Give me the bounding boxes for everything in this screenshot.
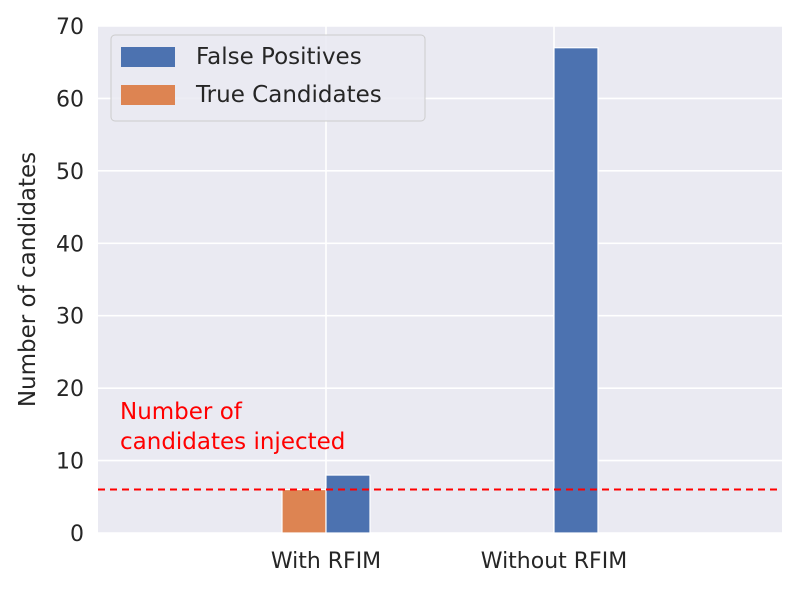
y-axis-label: Number of candidates bbox=[15, 152, 41, 407]
annotation: Number of candidates injected bbox=[120, 399, 345, 455]
y-tick-label-6: 60 bbox=[56, 87, 84, 112]
y-tick-label-4: 40 bbox=[56, 232, 84, 257]
legend-label-0: False Positives bbox=[196, 44, 362, 70]
legend-swatch-0 bbox=[121, 47, 175, 67]
legend-label-1: True Candidates bbox=[195, 82, 382, 108]
annotation-line-0: Number of bbox=[120, 399, 243, 425]
legend-box bbox=[110, 34, 426, 122]
y-tick-label-1: 10 bbox=[56, 450, 84, 475]
bar-false-positives-0 bbox=[325, 474, 371, 534]
legend: False Positives True Candidates bbox=[110, 34, 426, 122]
bars bbox=[281, 47, 599, 534]
legend-swatch-1 bbox=[121, 85, 175, 105]
bar-false-positives-1 bbox=[553, 47, 599, 534]
annotation-line-1: candidates injected bbox=[120, 429, 345, 455]
x-axis-ticks: With RFIM Without RFIM bbox=[271, 549, 627, 574]
y-tick-label-2: 20 bbox=[56, 377, 84, 402]
y-tick-label-3: 30 bbox=[56, 305, 84, 330]
y-tick-label-0: 0 bbox=[70, 522, 84, 547]
bar-true-candidates-0 bbox=[281, 488, 327, 534]
y-axis-ticks: 0 10 20 30 40 50 60 70 bbox=[56, 15, 84, 547]
x-tick-label-0: With RFIM bbox=[271, 549, 381, 574]
x-tick-label-1: Without RFIM bbox=[481, 549, 627, 574]
y-tick-label-7: 70 bbox=[56, 15, 84, 40]
y-tick-label-5: 50 bbox=[56, 160, 84, 185]
